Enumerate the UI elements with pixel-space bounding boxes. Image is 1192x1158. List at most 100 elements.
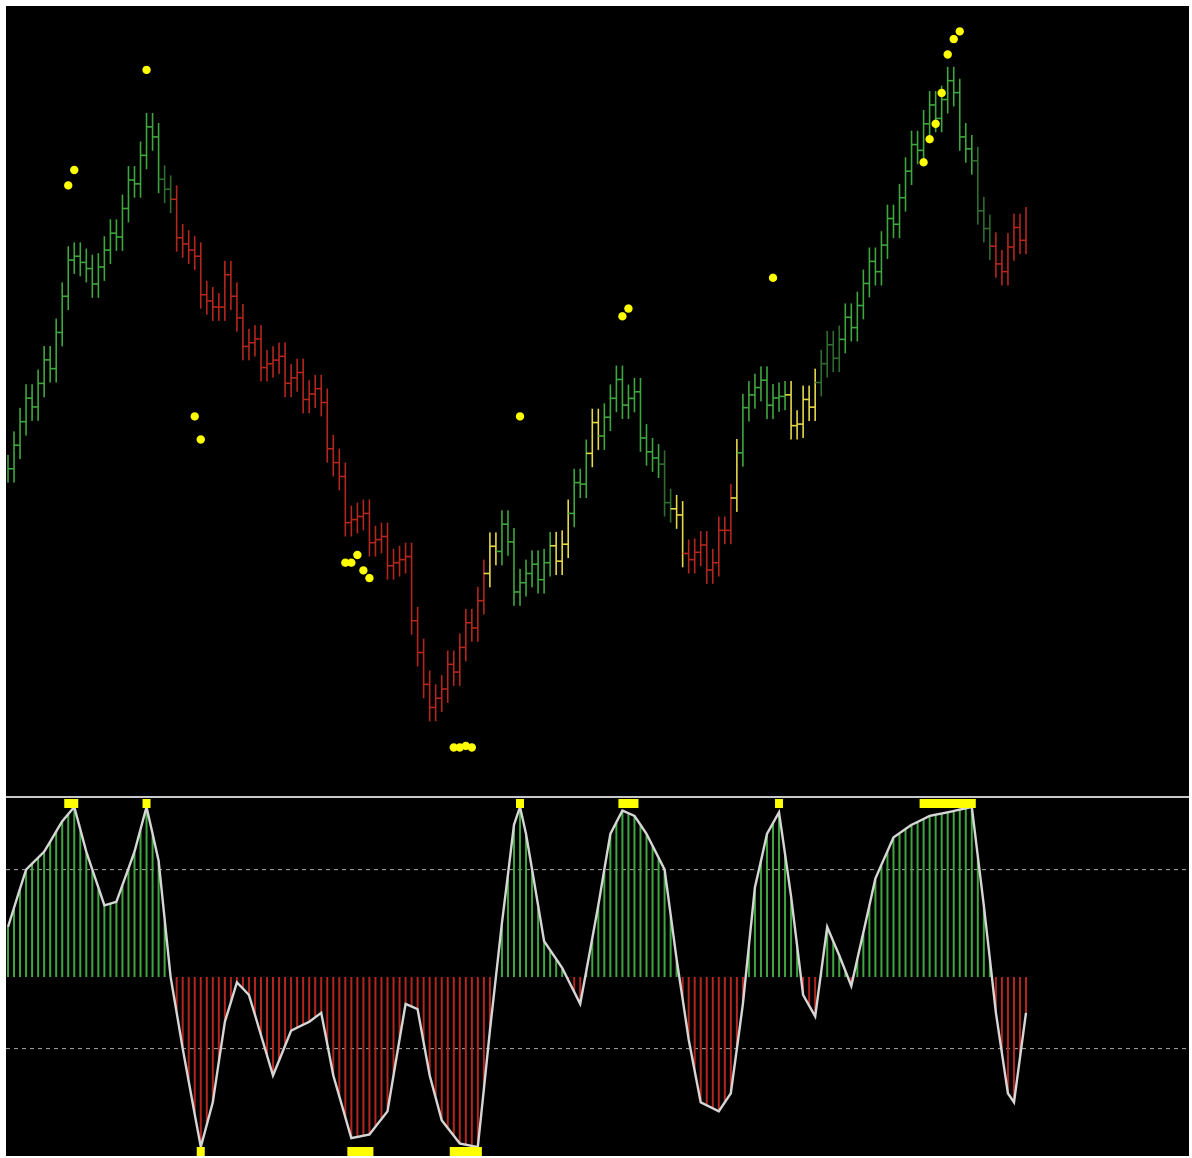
signal-dot [925,135,934,144]
price-bar [797,385,804,438]
price-bar [803,385,810,422]
price-bar [857,269,865,320]
price-bar [580,439,588,499]
price-bar [839,303,847,354]
price-bar [411,606,419,667]
signal-dot [955,27,964,36]
price-bar [375,522,383,554]
extreme-marker [353,1147,362,1156]
price-bar [706,548,714,584]
price-bar [724,484,732,545]
price-bar [881,204,889,259]
price-bar [182,230,190,264]
signal-dot [365,573,374,583]
price-bar [664,488,672,523]
price-bar [116,194,124,251]
price-bar [760,366,768,420]
price-bar [610,365,618,413]
extreme-marker [461,1147,470,1156]
price-bar [285,364,292,398]
price-bar [965,134,973,175]
price-bar [8,431,15,483]
price-bar [453,633,461,686]
price-bar [526,550,533,588]
price-bar [297,358,304,414]
price-bar [622,384,630,419]
price-bar [1007,213,1015,261]
price-bar [339,462,347,537]
price-bar [399,542,407,574]
price-bar [483,532,491,588]
price-bar [893,183,901,239]
price-bar [646,437,654,472]
price-panel-background [6,6,1189,796]
extreme-marker [775,799,784,808]
price-bar [748,373,756,409]
price-bar [152,123,160,194]
price-bar [568,468,576,528]
price-bar [345,505,353,537]
price-bar [538,548,545,594]
price-bar [14,407,21,460]
extreme-marker [70,799,79,808]
signal-dot [142,65,151,75]
price-bar [309,374,317,408]
price-bar [863,247,871,298]
price-bar [38,346,45,398]
signal-dot [937,88,946,98]
signal-dot [919,158,928,167]
price-bar [562,499,570,559]
price-bar [592,408,600,450]
price-bar [923,91,931,138]
price-bar [845,303,853,342]
price-bar [242,328,250,361]
signal-dot [70,165,79,175]
price-bar [267,346,274,378]
price-bar [92,253,100,298]
signal-dot [618,312,627,321]
oscillator-histogram [7,806,1027,1148]
price-bar [905,130,913,186]
price-bar [477,559,485,615]
extreme-marker [925,799,934,808]
price-bar [513,568,521,606]
price-bar [254,325,262,382]
extreme-marker [931,799,940,808]
price-bar [989,232,997,278]
signal-dot [515,412,525,421]
price-bar [766,384,774,420]
price-bar [369,525,377,557]
price-bar [785,380,792,440]
price-bar [658,450,666,517]
extreme-marker [937,799,946,808]
oscillator-line [6,802,1028,1149]
price-bar [899,157,907,212]
extreme-marker [516,799,525,808]
signal-dots [64,27,964,752]
price-bar [50,318,57,383]
price-bar [417,638,425,699]
price-bar [74,242,82,277]
price-bar [176,223,184,258]
extreme-marker [943,799,952,808]
price-bar [616,365,624,419]
price-bar [435,675,443,713]
extreme-marker [618,799,627,808]
price-bar [700,531,708,584]
price-bar [833,325,841,373]
price-bar [971,146,979,225]
price-bar [98,236,106,281]
price-bar [32,369,39,421]
extreme-marker [64,799,73,808]
price-bar [357,499,365,531]
price-bar [471,586,479,642]
price-bar [742,380,750,422]
price-bar [429,684,437,722]
extreme-marker [473,1147,482,1156]
signal-dot [353,550,362,560]
price-bar [911,130,919,165]
signal-dot [931,119,940,128]
price-bar [682,539,690,574]
price-bar [158,165,166,204]
signal-dot [341,558,350,567]
